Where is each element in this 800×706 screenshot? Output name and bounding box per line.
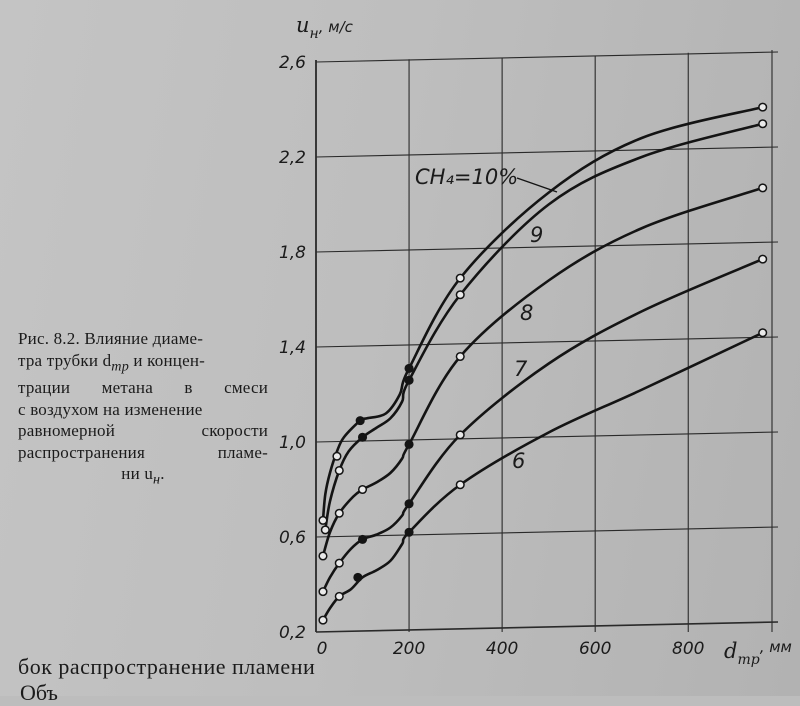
grid-line-h xyxy=(315,621,779,633)
grid-line-h xyxy=(315,526,779,538)
caption-word: распространения xyxy=(18,442,145,462)
chart-curves xyxy=(321,105,764,621)
data-point xyxy=(404,499,414,509)
data-point xyxy=(404,375,414,385)
x-tick-label: 0 xyxy=(317,639,328,659)
caption-text-rest: и концен- xyxy=(128,350,205,370)
series-label-6: 6 xyxy=(512,449,525,473)
caption-text-rest: . xyxy=(160,464,165,484)
x-axis-label-subscript: тр xyxy=(737,652,759,668)
grid-line-h xyxy=(315,241,779,253)
y-tick-label: 0,6 xyxy=(279,528,306,548)
x-tick-label: 200 xyxy=(393,639,425,659)
data-point xyxy=(357,534,368,544)
data-point xyxy=(455,273,465,283)
data-point xyxy=(455,430,465,440)
data-point xyxy=(334,591,344,601)
caption-subscript: тр xyxy=(111,357,129,374)
series-label-leader xyxy=(516,177,558,193)
data-point xyxy=(758,183,768,193)
data-point xyxy=(332,451,342,461)
x-tick-label: 400 xyxy=(486,639,518,659)
series-line xyxy=(324,122,764,531)
series-label-7: 7 xyxy=(514,357,528,381)
data-point xyxy=(455,351,465,362)
series-line xyxy=(321,257,764,593)
data-point xyxy=(320,525,330,535)
caption-line-7: ни uн. xyxy=(18,463,268,491)
data-point xyxy=(404,363,414,373)
caption-text: ни u xyxy=(121,464,154,484)
grid-line-h xyxy=(315,146,779,158)
data-point xyxy=(318,587,328,597)
data-point xyxy=(758,254,768,264)
data-point xyxy=(357,432,368,442)
body-text-line: бок распространение пламени xyxy=(18,654,316,679)
caption-line-5: равномерной скорости xyxy=(18,420,268,442)
y-tick-label: 1,4 xyxy=(279,338,306,358)
data-point xyxy=(758,119,768,129)
chart-labels: uн, м/с dтр, мм CH₄=10% 9 8 7 6 xyxy=(296,13,792,668)
series-line xyxy=(321,331,764,621)
data-point xyxy=(318,615,328,625)
data-point xyxy=(334,508,344,518)
caption-word: трации xyxy=(18,378,71,398)
grid-line-h xyxy=(315,431,779,443)
data-point xyxy=(357,484,368,495)
chart-ticks: 0,2 0,6 1,0 1,4 1,8 2,2 2,6 0 200 400 600 800 xyxy=(279,53,705,659)
data-point xyxy=(758,102,768,112)
caption-line-1: Рис. 8.2. Влияние диаме- xyxy=(18,329,204,348)
chart-markers xyxy=(318,102,768,625)
series-label-8: 8 xyxy=(520,301,533,325)
series-line xyxy=(321,105,764,521)
figure-caption: Рис. 8.2. Влияние диаме- тра трубки dтр … xyxy=(18,328,268,491)
caption-word: смеси xyxy=(224,378,268,398)
caption-word: метана xyxy=(101,378,153,398)
data-point xyxy=(455,290,465,300)
data-point xyxy=(758,328,768,338)
y-axis-label-subscript: н xyxy=(310,26,319,42)
data-point xyxy=(455,480,465,490)
y-tick-label: 1,0 xyxy=(279,433,306,453)
chart-grid xyxy=(315,50,779,633)
series-label-ch4-10: CH₄=10% xyxy=(415,165,518,189)
caption-text: тра трубки d xyxy=(18,350,112,370)
series-label-9: 9 xyxy=(530,223,543,247)
y-tick-label: 1,8 xyxy=(279,243,306,263)
x-axis-unit: , мм xyxy=(760,638,792,656)
caption-line-6: распространения пламе- xyxy=(18,442,268,464)
caption-line-2: тра трубки dтр и концен- xyxy=(18,350,268,378)
data-point xyxy=(318,515,328,525)
caption-line-3: трации метана в смеси xyxy=(18,377,268,399)
y-tick-label: 2,2 xyxy=(279,148,306,168)
y-tick-label: 0,2 xyxy=(279,623,306,643)
x-axis-label: dтр, мм xyxy=(724,638,792,668)
caption-subscript: н xyxy=(153,471,161,488)
caption-word: пламе- xyxy=(217,442,268,462)
data-point xyxy=(334,465,344,476)
data-point xyxy=(355,416,365,426)
caption-word: скорости xyxy=(201,421,268,441)
data-point xyxy=(318,551,328,561)
data-point xyxy=(404,527,414,537)
data-point xyxy=(404,439,414,449)
y-axis-unit: , м/с xyxy=(319,18,354,36)
y-tick-label: 2,6 xyxy=(279,53,306,73)
caption-word: в xyxy=(184,378,193,398)
data-point xyxy=(353,572,363,582)
data-point xyxy=(334,558,344,568)
caption-line-4: с воздухом на изменение xyxy=(18,399,203,419)
grid-line-h xyxy=(315,51,779,63)
grid-line-h xyxy=(315,336,779,348)
y-axis-label: uн, м/с xyxy=(296,13,354,42)
caption-word: равномерной xyxy=(18,421,116,441)
x-tick-label: 600 xyxy=(579,639,611,659)
x-tick-label: 800 xyxy=(672,639,704,659)
